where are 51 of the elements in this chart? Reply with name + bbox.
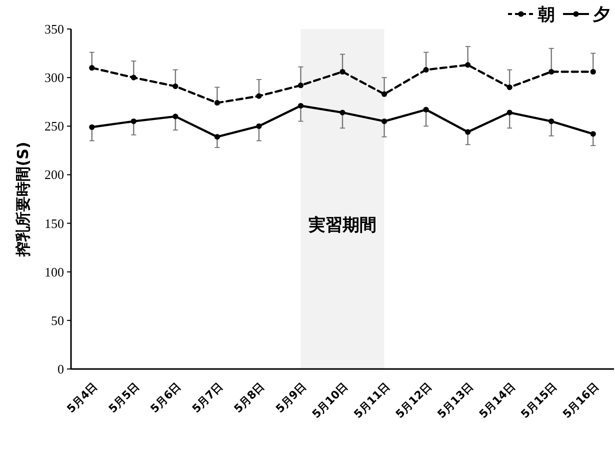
x-tick-label: 5月4日: [64, 380, 100, 416]
point: [590, 68, 596, 75]
point: [506, 110, 512, 116]
x-tick-label: 5月13日: [434, 380, 476, 421]
point: [89, 124, 95, 130]
y-tick-label: 250: [44, 118, 64, 134]
point: [548, 68, 554, 75]
point: [214, 100, 220, 106]
x-tick-label: 5月9日: [273, 380, 309, 416]
x-tick-label: 5月7日: [190, 380, 226, 416]
y-tick-label: 200: [44, 167, 64, 182]
y-tick-label: 350: [44, 22, 64, 36]
point: [340, 68, 346, 75]
point: [256, 93, 262, 99]
y-tick-label: 300: [44, 70, 64, 86]
y-axis-title: 搾乳所要時間(S): [14, 142, 32, 258]
x-tick-label: 5月14日: [476, 380, 518, 421]
point: [381, 91, 388, 97]
point: [89, 65, 95, 71]
point: [506, 84, 512, 90]
x-tick-label: 5月6日: [148, 380, 184, 416]
x-tick-label: 5月11日: [351, 380, 392, 421]
x-tick-label: 5月8日: [232, 380, 268, 416]
y-tick-label: 150: [44, 216, 64, 231]
legend-label: 朝: [537, 5, 555, 25]
point: [172, 84, 178, 90]
point: [381, 118, 388, 124]
point: [548, 118, 554, 124]
point: [465, 129, 471, 135]
legend-label: 夕: [592, 5, 610, 25]
point: [256, 123, 262, 129]
y-tick-label: 50: [51, 312, 64, 328]
x-tick-label: 5月10日: [310, 380, 351, 421]
point: [130, 118, 136, 124]
band-label: 実習期間: [308, 215, 376, 236]
x-tick-label: 5月12日: [393, 380, 434, 421]
x-tick-label: 5月15日: [518, 380, 560, 421]
point: [423, 67, 429, 73]
point: [423, 106, 429, 112]
point: [298, 102, 304, 109]
y-tick-label: 0: [58, 362, 64, 376]
point: [590, 131, 596, 137]
x-tick-label: 5月5日: [106, 380, 142, 416]
point: [340, 110, 346, 116]
point: [465, 62, 471, 68]
point: [214, 134, 220, 140]
y-tick-label: 100: [44, 264, 64, 280]
x-tick-label: 5月16日: [560, 380, 602, 421]
point: [172, 114, 178, 120]
point: [130, 74, 136, 80]
point: [298, 82, 304, 88]
